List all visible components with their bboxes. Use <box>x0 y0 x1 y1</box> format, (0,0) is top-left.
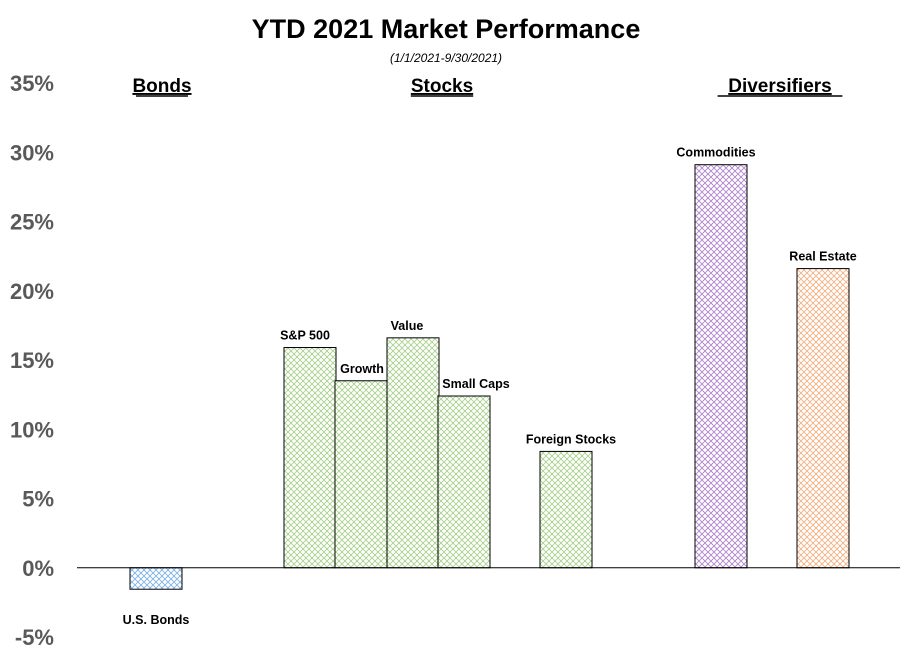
chart-subtitle: (1/1/2021-9/30/2021) <box>390 51 502 65</box>
y-tick-label: 15% <box>10 348 54 373</box>
y-tick-label: 0% <box>22 556 54 581</box>
bar-label: Real Estate <box>789 250 856 264</box>
group-header: Bonds <box>132 76 191 97</box>
bars <box>129 164 850 590</box>
bar <box>437 395 491 569</box>
bar <box>283 347 337 569</box>
chart-title: YTD 2021 Market Performance <box>252 14 641 44</box>
bar-label: Value <box>391 319 424 333</box>
data-labels: U.S. Bonds S&P 500 Growth Value Small Caps Fo… <box>123 146 857 627</box>
bar <box>334 380 388 569</box>
group-headers: Bonds Stocks Diversifiers <box>132 76 843 97</box>
bar <box>386 337 440 569</box>
y-tick-label: 25% <box>10 210 54 235</box>
bar <box>796 268 850 569</box>
bar-label: Commodities <box>676 146 755 160</box>
group-header: Diversifiers <box>728 76 832 97</box>
y-tick-label: 5% <box>22 487 54 512</box>
bar-label: U.S. Bonds <box>123 613 190 627</box>
bar <box>539 450 593 569</box>
y-tick-label: -5% <box>15 625 54 650</box>
y-tick-label: 30% <box>10 140 54 165</box>
bar <box>694 164 748 569</box>
y-tick-label: 10% <box>10 417 54 442</box>
y-tick-label: 20% <box>10 279 54 304</box>
y-tick-label: 35% <box>10 71 54 96</box>
bar-label: S&P 500 <box>280 329 330 343</box>
bar <box>129 567 183 590</box>
bar-label: Small Caps <box>442 377 509 391</box>
group-header: Stocks <box>411 76 473 97</box>
y-axis: 35% 30% 25% 20% 15% 10% 5% 0% -5% <box>10 71 54 650</box>
bar-label: Growth <box>340 362 384 376</box>
bar-label: Foreign Stocks <box>526 432 616 446</box>
